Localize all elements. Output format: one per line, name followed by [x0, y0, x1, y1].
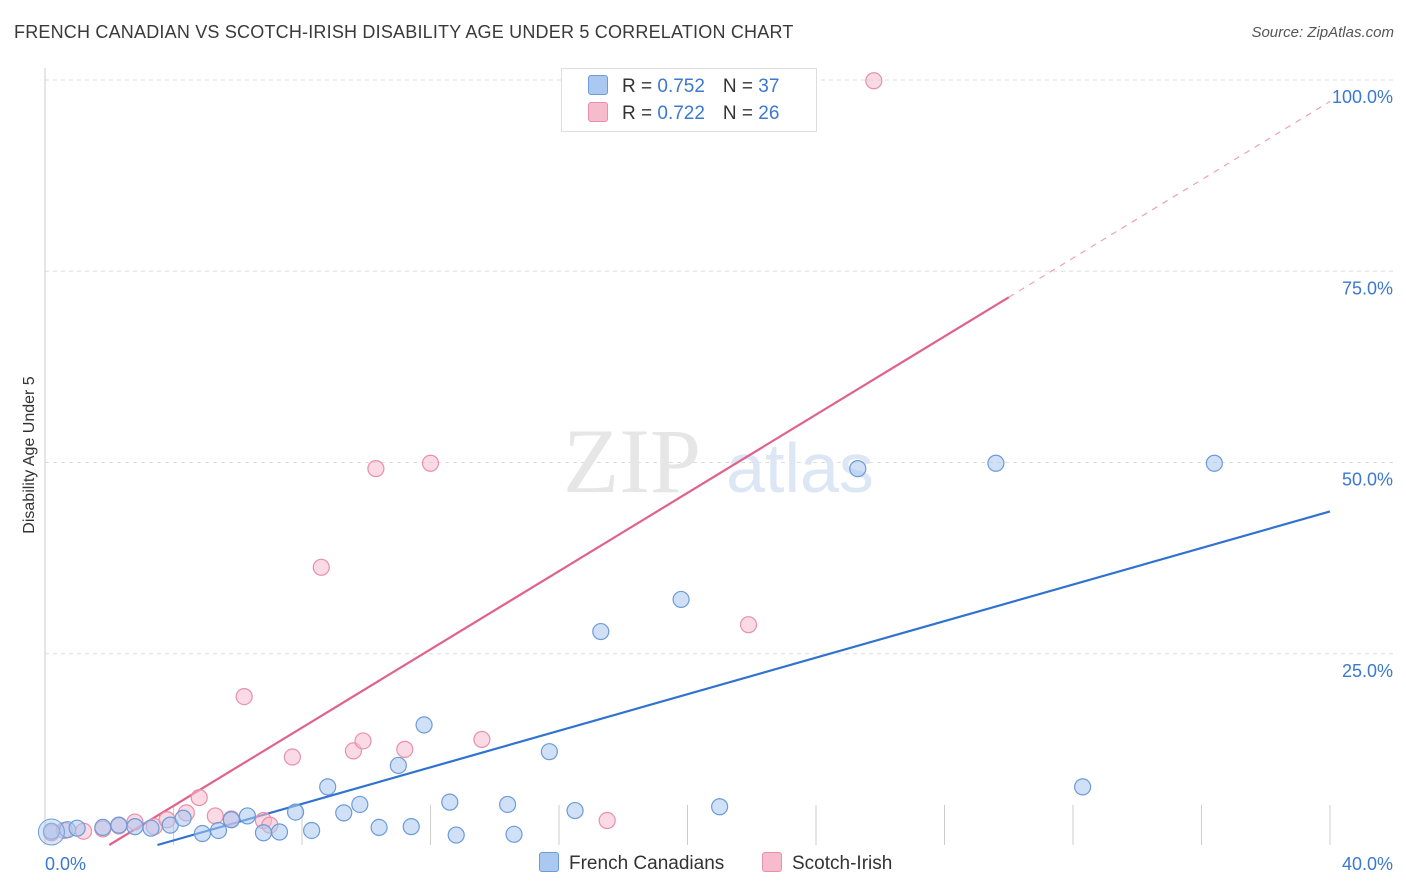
point-cluster	[37, 818, 65, 846]
series-legend-french-canadians[interactable]: French Canadians	[539, 852, 724, 875]
chart-title: FRENCH CANADIAN VS SCOTCH-IRISH DISABILI…	[14, 22, 794, 42]
source-credit: Source: ZipAtlas.com	[1251, 24, 1394, 41]
point-french-canadians	[370, 818, 388, 837]
legend-n-value: 26	[758, 103, 780, 124]
point-french-canadians	[126, 818, 144, 836]
legend-swatch-blue	[588, 75, 608, 95]
point-french-canadians	[286, 803, 305, 821]
legend-row-french-canadians: R = 0.752 N = 37	[588, 75, 779, 98]
trendline-scotch-irish-extension	[1008, 100, 1331, 298]
point-french-canadians	[441, 793, 459, 811]
point-scotch-irish	[312, 558, 330, 576]
point-french-canadians	[174, 809, 192, 827]
point-scotch-irish	[283, 748, 301, 766]
point-french-canadians	[209, 821, 228, 840]
point-french-canadians	[68, 819, 86, 837]
watermark: ZIP atlas	[563, 410, 874, 512]
point-french-canadians	[447, 826, 465, 844]
legend-swatch-pink	[762, 852, 782, 872]
watermark-zip: ZIP	[563, 410, 701, 512]
point-french-canadians	[254, 824, 273, 842]
point-french-canadians	[335, 804, 353, 822]
y-tick-label: 50.0%	[1342, 470, 1393, 490]
point-french-canadians	[94, 818, 112, 837]
y-tick-label: 100.0%	[1332, 87, 1393, 107]
point-scotch-irish	[473, 730, 491, 749]
point-scotch-irish	[354, 732, 372, 750]
point-scotch-irish	[421, 454, 440, 472]
point-french-canadians	[110, 816, 128, 834]
x-tick-label: 0.0%	[45, 854, 86, 874]
point-french-canadians	[303, 821, 321, 840]
point-french-canadians	[193, 824, 212, 843]
point-french-canadians	[1205, 454, 1223, 472]
point-scotch-irish	[865, 72, 883, 90]
point-french-canadians	[142, 819, 160, 837]
correlation-legend: R = 0.752 N = 37 R = 0.722 N = 26	[561, 68, 817, 132]
point-french-canadians	[672, 590, 690, 609]
series-legend: French Canadians Scotch-Irish	[0, 852, 1406, 878]
point-french-canadians	[1074, 778, 1092, 796]
series-legend-scotch-irish[interactable]: Scotch-Irish	[762, 852, 892, 875]
point-french-canadians	[402, 818, 420, 836]
point-french-canadians	[389, 756, 407, 775]
point-french-canadians	[222, 811, 240, 829]
point-french-canadians	[351, 795, 369, 814]
trendline-french-canadians	[157, 510, 1331, 847]
point-french-canadians	[540, 743, 558, 761]
legend-r-value: 0.752	[657, 76, 705, 97]
x-tick-label: 40.0%	[1342, 854, 1393, 874]
tick-labels: 25.0% 50.0% 75.0% 100.0% 0.0% 40.0%	[45, 87, 1393, 874]
y-tick-label: 25.0%	[1342, 661, 1393, 681]
data-points	[37, 72, 1223, 846]
gridlines	[45, 79, 1395, 655]
point-french-canadians	[415, 716, 433, 734]
point-french-canadians	[270, 823, 289, 841]
point-scotch-irish	[367, 460, 385, 478]
trendlines	[108, 100, 1331, 847]
point-french-canadians	[849, 460, 867, 478]
point-french-canadians	[987, 454, 1005, 472]
point-french-canadians	[238, 807, 256, 825]
y-tick-label: 75.0%	[1342, 278, 1393, 298]
point-scotch-irish	[396, 740, 414, 758]
trendline-scotch-irish	[108, 296, 1010, 846]
point-french-canadians	[319, 778, 337, 796]
point-french-canadians	[566, 801, 584, 820]
point-french-canadians	[499, 795, 517, 814]
y-axis-label: Disability Age Under 5	[21, 376, 38, 534]
legend-swatch-blue	[539, 852, 559, 872]
point-french-canadians	[592, 622, 610, 641]
legend-row-scotch-irish: R = 0.722 N = 26	[588, 102, 779, 125]
legend-n-value: 37	[758, 76, 780, 97]
point-french-canadians	[711, 798, 729, 816]
point-scotch-irish	[190, 788, 208, 807]
legend-swatch-pink	[588, 102, 608, 122]
point-scotch-irish	[739, 616, 758, 634]
point-scotch-irish	[206, 807, 224, 825]
point-french-canadians	[505, 825, 523, 843]
legend-r-value: 0.722	[657, 103, 705, 124]
point-scotch-irish	[235, 687, 253, 706]
point-scotch-irish	[598, 811, 616, 830]
